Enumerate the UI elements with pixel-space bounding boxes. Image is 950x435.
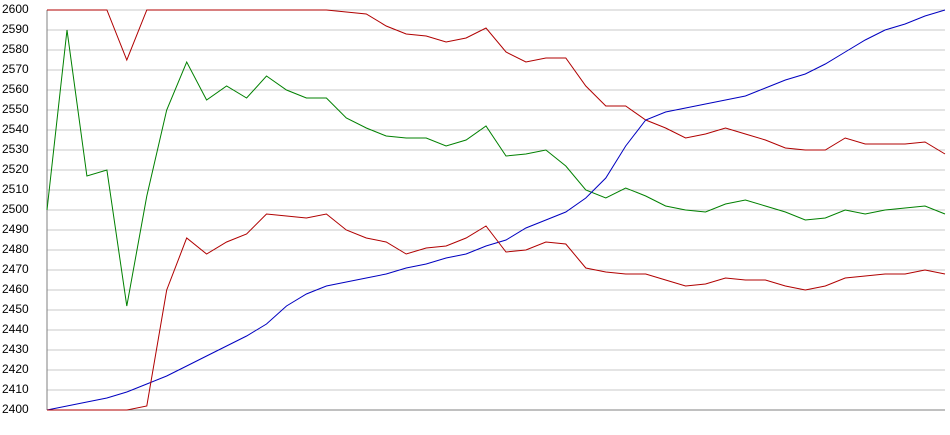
y-tick-label: 2430 xyxy=(2,342,29,356)
y-tick-label: 2530 xyxy=(2,142,29,156)
y-tick-label: 2400 xyxy=(2,402,29,416)
y-tick-label: 2470 xyxy=(2,262,29,276)
y-tick-label: 2550 xyxy=(2,102,29,116)
y-tick-label: 2560 xyxy=(2,82,29,96)
series-line xyxy=(47,9,946,155)
y-tick-label: 2520 xyxy=(2,162,29,176)
series-line xyxy=(46,9,946,411)
y-tick-label: 2570 xyxy=(2,62,29,76)
y-tick-label: 2410 xyxy=(2,382,29,396)
y-tick-label: 2490 xyxy=(2,222,29,236)
y-tick-label: 2450 xyxy=(2,302,29,316)
y-tick-label: 2600 xyxy=(2,2,29,16)
y-tick-label: 2510 xyxy=(2,182,29,196)
y-tick-label: 2440 xyxy=(2,322,29,336)
y-tick-label: 2420 xyxy=(2,362,29,376)
series-line xyxy=(47,213,946,411)
series-line xyxy=(46,29,946,307)
y-tick-label: 2580 xyxy=(2,42,29,56)
y-tick-label: 2590 xyxy=(2,22,29,36)
y-tick-label: 2480 xyxy=(2,242,29,256)
y-tick-label: 2500 xyxy=(2,202,29,216)
y-tick-label: 2460 xyxy=(2,282,29,296)
y-tick-label: 2540 xyxy=(2,122,29,136)
